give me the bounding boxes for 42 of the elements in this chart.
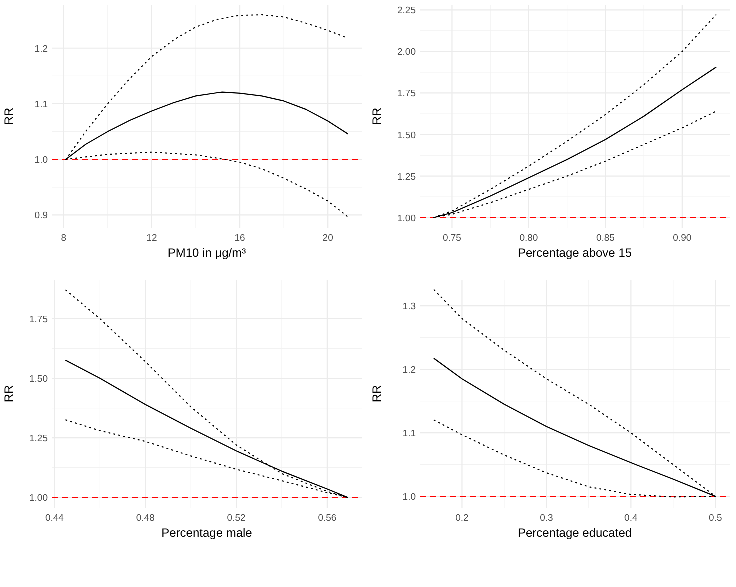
x-tick-label: 0.56: [318, 513, 337, 524]
y-tick-label: 1.0: [34, 155, 48, 166]
x-tick-label: 20: [322, 233, 334, 244]
x-tick-label: 0.90: [673, 233, 692, 244]
x-tick-label: 0.4: [624, 513, 638, 524]
y-axis-title: RR: [370, 108, 384, 126]
x-tick-label: 0.2: [456, 513, 469, 524]
x-tick-label: 12: [146, 233, 158, 244]
x-tick-label: 0.44: [45, 513, 64, 524]
y-tick-label: 1.75: [398, 88, 416, 100]
x-tick-label: 16: [234, 233, 246, 244]
y-tick-label: 1.25: [30, 434, 48, 445]
y-tick-label: 1.50: [398, 130, 416, 142]
y-axis-title: RR: [370, 385, 384, 403]
x-axis-title: Percentage educated: [518, 526, 632, 540]
x-tick-label: 0.48: [136, 513, 155, 524]
y-tick-label: 1.3: [402, 302, 416, 313]
y-tick-label: 1.50: [30, 374, 48, 386]
y-tick-label: 1.2: [402, 365, 416, 376]
x-tick-label: 0.85: [596, 233, 615, 244]
y-tick-label: 1.2: [34, 44, 48, 55]
x-tick-label: 0.80: [520, 233, 538, 244]
x-tick-label: 0.3: [540, 513, 554, 524]
x-axis-title: PM10 in μg/m³: [168, 246, 246, 260]
x-tick-label: 8: [61, 233, 67, 244]
y-tick-label: 1.25: [398, 172, 416, 183]
x-tick-label: 0.5: [709, 513, 722, 524]
y-tick-label: 1.00: [398, 213, 416, 224]
y-tick-label: 1.75: [30, 314, 48, 326]
y-tick-label: 2.00: [398, 47, 416, 58]
y-tick-label: 1.00: [30, 493, 48, 504]
y-axis-title: RR: [2, 108, 16, 126]
x-tick-label: 0.52: [227, 513, 246, 524]
y-tick-label: 1.1: [34, 99, 48, 110]
y-axis-title: RR: [2, 385, 16, 403]
y-tick-label: 1.0: [402, 492, 416, 504]
x-axis-title: Percentage above 15: [518, 246, 632, 260]
x-tick-label: 0.75: [442, 233, 462, 244]
y-tick-label: 0.9: [34, 210, 48, 222]
y-tick-label: 2.25: [398, 6, 416, 17]
x-axis-title: Percentage male: [162, 526, 253, 540]
y-tick-label: 1.1: [402, 428, 416, 440]
